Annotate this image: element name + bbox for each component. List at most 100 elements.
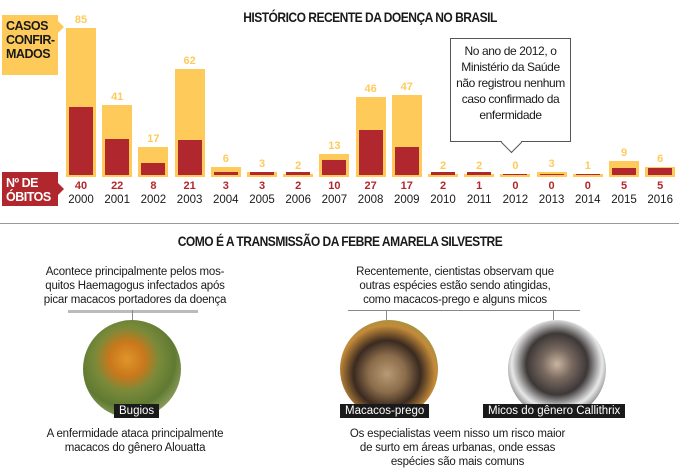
connector-line bbox=[553, 310, 554, 320]
deaths-value: 1 bbox=[476, 180, 483, 192]
cases-value: 2 bbox=[476, 159, 483, 172]
text-line: Recentemente, cientistas observam que bbox=[356, 266, 554, 278]
deaths-value: 3 bbox=[258, 180, 266, 192]
cases-bar bbox=[500, 174, 531, 177]
deaths-value: 2 bbox=[295, 180, 302, 192]
year-label: 2000 bbox=[68, 194, 94, 206]
year-label: 2013 bbox=[538, 194, 565, 206]
text-line: Acontece principalmente pelos mos- bbox=[45, 266, 225, 278]
connector-line bbox=[132, 310, 133, 320]
right-intro-text: Recentemente, cientistas observam que ou… bbox=[335, 265, 575, 307]
year-label: 2016 bbox=[647, 194, 673, 206]
deaths-value: 2 bbox=[439, 180, 447, 192]
cases-bar bbox=[283, 173, 314, 177]
deaths-bar bbox=[431, 172, 455, 175]
deaths-bar bbox=[105, 138, 130, 175]
deaths-value: 21 bbox=[183, 180, 196, 192]
deaths-value: 5 bbox=[657, 180, 664, 192]
deaths-bar bbox=[575, 174, 600, 175]
cases-bar bbox=[428, 173, 458, 177]
cases-bar bbox=[572, 174, 603, 177]
year-label: 2012 bbox=[502, 194, 529, 206]
left-intro-text: Acontece principalmente pelos mos- quito… bbox=[20, 265, 250, 307]
cases-value: 2 bbox=[295, 159, 302, 172]
year-label: 2014 bbox=[575, 194, 601, 206]
text-line: quitos Haemagogus infectados após bbox=[45, 280, 225, 292]
cases-label-line: MADOS bbox=[6, 47, 51, 61]
deaths-label-line: ÓBITOS bbox=[6, 190, 51, 204]
cases-label-line: CASOS bbox=[6, 19, 48, 33]
cases-value: 3 bbox=[548, 157, 555, 170]
text-line: A enfermidade ataca principalmente bbox=[46, 428, 224, 440]
year-label: 2002 bbox=[140, 194, 167, 206]
photo-caption-micos: Micos do gênero Callithrix bbox=[483, 404, 626, 418]
deaths-bar bbox=[358, 129, 383, 175]
capuchin-monkey-photo bbox=[340, 320, 438, 418]
connector-line bbox=[68, 310, 198, 313]
howler-monkey-photo bbox=[83, 320, 181, 418]
cases-value: 2 bbox=[439, 159, 447, 172]
text-line: como macacos-prego e alguns micos bbox=[363, 294, 547, 306]
year-label: 2015 bbox=[611, 194, 637, 206]
deaths-label-line: Nº DE bbox=[6, 176, 38, 190]
deaths-bar bbox=[322, 159, 347, 175]
cases-label-line: CONFIR- bbox=[6, 33, 55, 47]
cases-value: 6 bbox=[222, 152, 229, 165]
text-line: de surto em áreas urbanas, onde essas bbox=[359, 442, 556, 454]
connector-line bbox=[348, 310, 580, 311]
cases-value: 1 bbox=[584, 160, 591, 172]
cases-value: 9 bbox=[620, 147, 628, 160]
deaths-value: 5 bbox=[620, 180, 628, 192]
right-note-text: Os especialistas veem nisso um risco mai… bbox=[335, 427, 580, 469]
chart-title: HISTÓRICO RECENTE DA DOENÇA NO BRASIL bbox=[243, 9, 497, 25]
deaths-value: 10 bbox=[328, 180, 341, 192]
deaths-value: 0 bbox=[512, 180, 519, 192]
year-label: 2005 bbox=[249, 194, 275, 206]
cases-value: 41 bbox=[111, 91, 124, 104]
deaths-bar bbox=[286, 172, 311, 175]
year-label: 2001 bbox=[104, 194, 130, 206]
deaths-bar bbox=[177, 140, 202, 175]
deaths-bar bbox=[394, 147, 419, 175]
cases-value: 47 bbox=[400, 80, 413, 93]
callout-2012: No ano de 2012, o Ministério da Saúde nã… bbox=[450, 38, 571, 142]
cases-value: 3 bbox=[258, 157, 266, 170]
year-label: 2008 bbox=[357, 194, 384, 206]
deaths-value: 40 bbox=[74, 180, 88, 192]
text-line: outras espécies estão sendo atingidas, bbox=[359, 280, 551, 292]
deaths-bar bbox=[612, 168, 636, 175]
deaths-bar bbox=[648, 168, 673, 175]
cases-value: 62 bbox=[183, 54, 196, 67]
connector-line bbox=[386, 310, 387, 320]
section-divider bbox=[0, 223, 679, 224]
deaths-value: 3 bbox=[222, 180, 229, 192]
deaths-bar bbox=[539, 174, 564, 175]
deaths-bar bbox=[503, 174, 528, 175]
cases-value: 46 bbox=[364, 82, 377, 95]
cases-value: 17 bbox=[147, 133, 160, 146]
year-label: 2010 bbox=[430, 194, 456, 206]
year-label: 2003 bbox=[176, 194, 203, 206]
year-label: 2007 bbox=[321, 194, 348, 206]
deaths-bar bbox=[250, 171, 274, 175]
cases-value: 6 bbox=[657, 152, 664, 165]
cases-legend-label: CASOS CONFIR- MADOS bbox=[2, 15, 64, 75]
text-line: macacos do gênero Alouatta bbox=[64, 442, 206, 454]
cases-value: 13 bbox=[328, 140, 341, 153]
deaths-value: 27 bbox=[364, 180, 377, 192]
cases-value: 85 bbox=[74, 14, 88, 27]
year-label: 2011 bbox=[466, 194, 492, 206]
text-line: espécies são mais comuns bbox=[390, 456, 525, 468]
deaths-legend-label: Nº DE ÓBITOS bbox=[2, 172, 64, 206]
deaths-value: 8 bbox=[150, 180, 157, 192]
text-line: picar macacos portadores da doença bbox=[43, 294, 227, 306]
transmission-title: COMO É A TRANSMISSÃO DA FEBRE AMARELA SI… bbox=[177, 233, 503, 249]
deaths-bar bbox=[69, 107, 93, 175]
year-label: 2009 bbox=[394, 194, 420, 206]
year-label: 2006 bbox=[285, 194, 311, 206]
deaths-bar bbox=[467, 172, 492, 175]
cases-value: 0 bbox=[512, 160, 519, 172]
photo-caption-bugios: Bugios bbox=[114, 404, 160, 418]
left-note-text: A enfermidade ataca principalmente macac… bbox=[20, 427, 250, 455]
deaths-bar bbox=[141, 163, 166, 175]
